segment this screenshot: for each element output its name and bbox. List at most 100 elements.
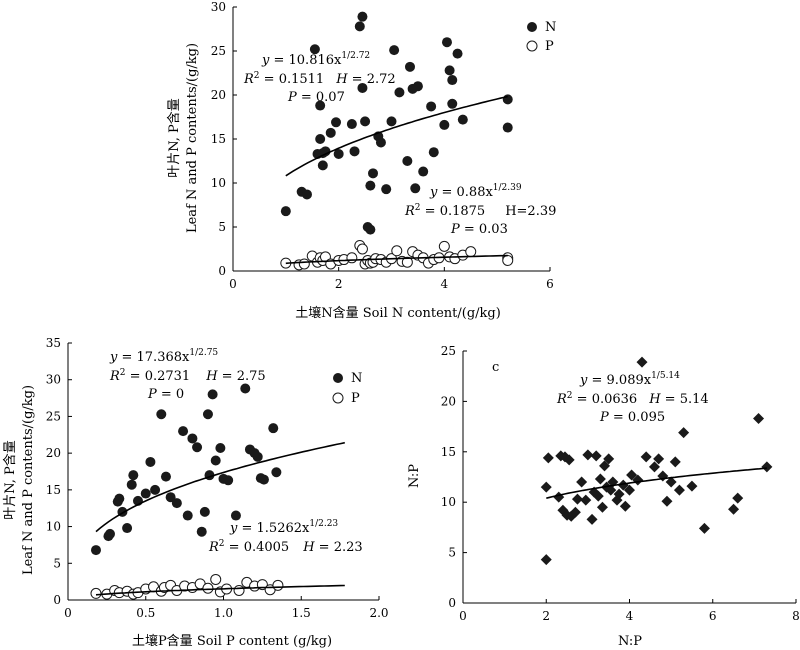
panel-c-point-np [580, 494, 592, 506]
panel-c-point-np [542, 452, 554, 464]
panel-b-point-n [223, 475, 234, 486]
panel-c-point-np [669, 456, 681, 468]
panel-b-x-tick-label: 1.0 [214, 606, 233, 620]
panel-a-legend-p-label: P [545, 39, 554, 54]
panel-b-point-p [90, 587, 102, 599]
panel-b-x-tick-label: 1.5 [292, 606, 311, 620]
panel-a-point-n [315, 100, 326, 111]
panel-c-point-np [563, 454, 575, 466]
panel-a-point-n [365, 180, 376, 191]
panel-c-y-title: N:P [407, 464, 422, 488]
panel-c-y-tick-label: 20 [441, 394, 456, 408]
panel-c-point-np [586, 513, 598, 525]
panel-a-p-stats: R2 = 0.1875 H=2.39 [404, 203, 556, 219]
panel-a-y-tick-label: 25 [211, 44, 226, 58]
panel-a-n-stats: R2 = 0.1511 H = 2.72 [243, 71, 396, 87]
panel-b-fit-line-n [95, 441, 345, 533]
panel-b-point-p [210, 573, 222, 585]
panel-c-x-tick-label: 4 [626, 609, 634, 623]
panel-b-fit-lines [95, 441, 345, 596]
panel-a-fit-lines [285, 95, 508, 265]
panel-b: 0 5 10 15 20 25 30 35 0 0.5 1.0 1.5 2.0 N P y = 17.3… [2, 336, 389, 649]
panel-c-y-tick-label: 10 [441, 495, 456, 509]
panel-c-fit-line [546, 467, 767, 499]
panel-a-legend-n-marker [527, 22, 537, 32]
panel-b-point-n [171, 498, 182, 509]
panel-a-point-n [389, 45, 400, 56]
panel-a-point-n [309, 44, 320, 55]
panel-a-point-n [354, 21, 365, 32]
panel-a-fit-line-p [285, 254, 508, 265]
panel-c-point-np [571, 493, 583, 505]
panel-b-point-n [202, 409, 213, 420]
panel-a-point-n [444, 65, 455, 76]
panel-a-point-n [280, 206, 291, 217]
panel-b-legend-p-marker [332, 392, 344, 404]
panel-b-y-tick-label: 30 [46, 373, 61, 387]
panel-c-points [540, 356, 773, 566]
panel-a-point-n [502, 122, 513, 133]
panel-a-points [280, 11, 514, 271]
panel-c-point-np [636, 356, 648, 368]
panel-b-y-tick-label: 5 [53, 556, 61, 570]
panel-b-point-n [104, 528, 115, 539]
panel-c-stats: R2 = 0.0636 H = 5.14 [556, 391, 709, 407]
panel-c-point-np [582, 449, 594, 461]
panel-c-point-np [686, 480, 698, 492]
panel-a-point-n [365, 224, 376, 235]
panel-c-x-tick-label: 6 [709, 609, 717, 623]
panel-c-point-np [640, 451, 652, 463]
panel-b-legend-n-marker [333, 373, 343, 383]
panel-a-point-n [368, 168, 379, 179]
panel-a-point-n [375, 137, 386, 148]
panel-a-y-tick-label: 30 [211, 0, 226, 14]
panel-a-point-n [317, 160, 328, 171]
panel-a-fit-line-n [285, 95, 508, 177]
panel-b-point-p [202, 582, 214, 594]
panel-b-point-n [178, 426, 189, 437]
panel-a-p-pvalue: P = 0.03 [450, 222, 508, 237]
panel-b-y-tick-label: 35 [46, 336, 61, 350]
panel-a-x-tick-label: 0 [229, 277, 237, 291]
panel-c-point-np [594, 473, 606, 485]
panel-b-y-tick-label: 15 [46, 483, 61, 497]
panel-a-point-n [447, 98, 458, 109]
panel-b-y-title-cn: 叶片N, P含量 [2, 440, 18, 520]
panel-b-point-p [272, 579, 284, 591]
panel-c-point-np [753, 413, 765, 425]
panel-c-point-np [617, 479, 629, 491]
panel-b-p-stats: R2 = 0.4005 H = 2.23 [208, 539, 363, 555]
panel-a-point-n [325, 127, 336, 138]
panel-a-y-title-en: Leaf N and P contents/(g/kg) [185, 43, 200, 233]
panel-a-x-tick-label: 4 [441, 277, 449, 291]
panel-b-point-p [233, 584, 245, 596]
panel-a-point-n [349, 146, 360, 157]
panel-c-point-np [626, 469, 638, 481]
panel-b-point-n [160, 471, 171, 482]
panel-a-x-title: 土壤N含量 Soil N content/(g/kg) [295, 305, 501, 321]
panel-c-point-np [665, 476, 677, 488]
panel-b-point-n [230, 510, 241, 521]
panel-a-y-tick-label: 10 [211, 176, 226, 190]
panel-a-point-n [346, 119, 357, 130]
panel-b-x-tick-label: 0 [64, 606, 72, 620]
panel-c-y-tick-label: 5 [448, 546, 456, 560]
panel-c-point-np [553, 491, 565, 503]
panel-a-point-p [438, 240, 450, 252]
panel-a-point-n [410, 183, 421, 194]
panel-b-point-n [207, 389, 218, 400]
panel-b-point-n [192, 442, 203, 453]
panel-b-legend-p-label: P [351, 391, 360, 406]
panel-b-y-tick-label: 20 [46, 446, 61, 460]
panel-b-point-n [126, 479, 137, 490]
panel-c-point-np [540, 481, 552, 493]
panel-b-points [90, 383, 284, 600]
panel-c-x-tick-label: 8 [792, 609, 800, 623]
panel-a-point-n [320, 146, 331, 157]
panel-a-x-tick-label: 2 [335, 277, 343, 291]
panel-c-point-np [761, 461, 773, 473]
panel-a-n-equation: y = 10.816x1/2.72 [261, 51, 370, 68]
panel-a-point-n [381, 184, 392, 195]
panel-c-point-np [661, 495, 673, 507]
panel-a-point-n [441, 37, 452, 48]
